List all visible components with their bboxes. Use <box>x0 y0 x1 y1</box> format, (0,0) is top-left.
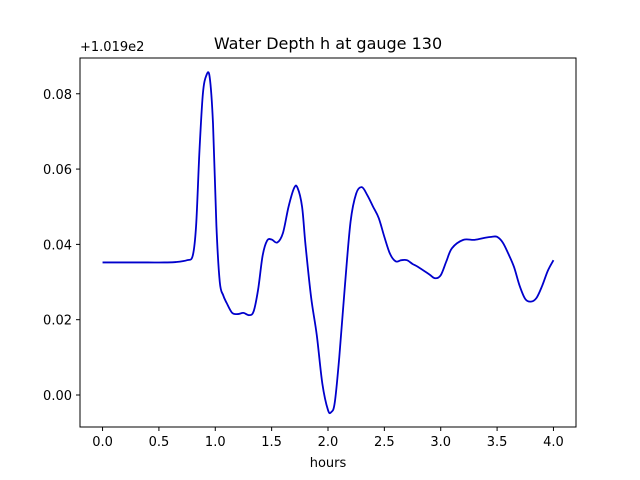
x-axis-label: hours <box>310 456 347 471</box>
y-tick-label: 0.00 <box>43 389 72 404</box>
chart-title: Water Depth h at gauge 130 <box>214 34 442 53</box>
plot-area: 0.0 0.5 1.0 1.5 2.0 2.5 3.0 3.5 4.0 0.00 0.02 0.04 0… <box>43 57 577 450</box>
x-tick-label: 3.0 <box>430 435 451 450</box>
series-line <box>102 71 555 415</box>
x-tick-label: 0.0 <box>92 435 113 450</box>
y-tick-label: 0.06 <box>43 163 72 178</box>
x-tick-label: 0.5 <box>149 435 170 450</box>
x-tick-label: 2.0 <box>318 435 339 450</box>
x-tick-label: 3.5 <box>487 435 508 450</box>
y-tick-label: 0.04 <box>43 238 72 253</box>
x-tick-label: 4.0 <box>543 435 564 450</box>
y-tick-label: 0.08 <box>43 88 72 103</box>
y-tick-label: 0.02 <box>43 314 72 329</box>
y-offset-label: +1.019e2 <box>80 40 144 55</box>
axes-frame <box>79 57 577 428</box>
x-tick-label: 1.5 <box>261 435 282 450</box>
x-tick-label: 1.0 <box>205 435 226 450</box>
x-tick-label: 2.5 <box>374 435 395 450</box>
